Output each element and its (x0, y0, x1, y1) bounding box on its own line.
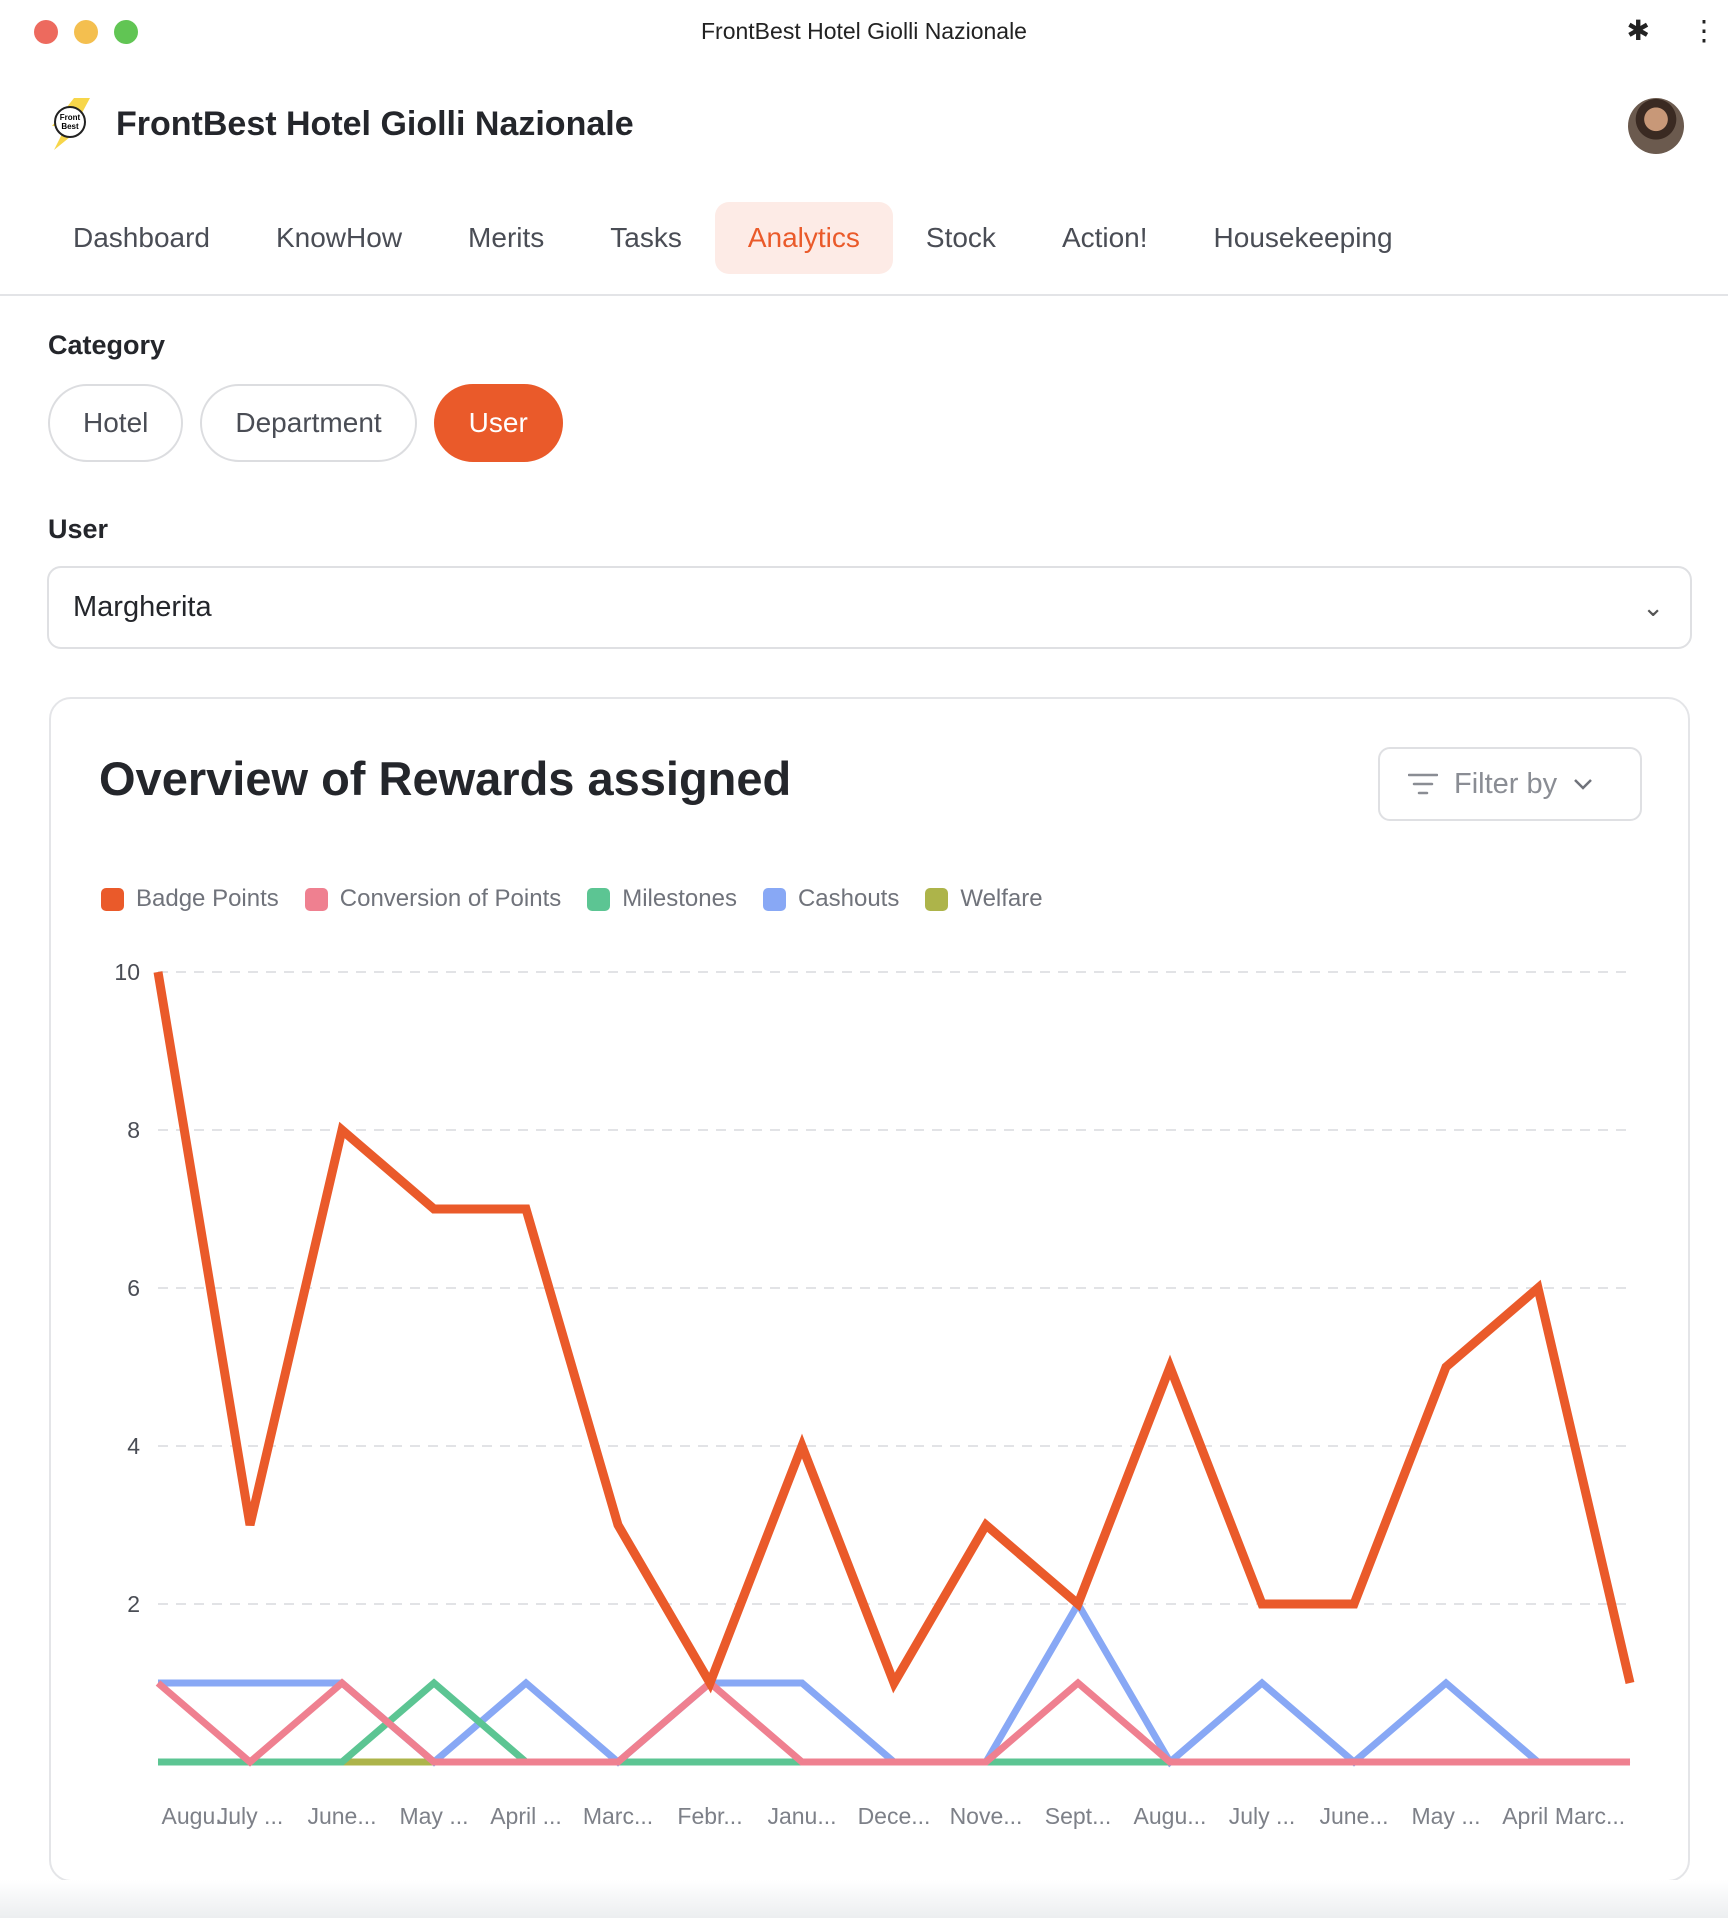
user-select[interactable]: Margherita ⌄ (47, 566, 1692, 649)
x-tick-label: July ... (217, 1803, 283, 1829)
category-user-button[interactable]: User (433, 384, 563, 462)
tab-analytics[interactable]: Analytics (714, 202, 893, 274)
y-tick-label: 4 (127, 1433, 140, 1459)
frontbest-logo: Front Best (46, 98, 94, 150)
app-title: FrontBest Hotel Giolli Nazionale (116, 104, 634, 143)
y-tick-label: 8 (127, 1117, 140, 1143)
x-tick-label: Janu... (767, 1803, 836, 1829)
filter-icon (1408, 773, 1438, 795)
legend-item[interactable]: Conversion of Points (304, 885, 562, 913)
tab-housekeeping[interactable]: Housekeeping (1213, 222, 1393, 253)
category-label: Category (48, 330, 166, 360)
user-label: User (48, 514, 109, 544)
filter-by-button[interactable]: Filter by (1378, 747, 1642, 821)
legend-swatch (925, 887, 949, 911)
x-tick-label: Augu... (1134, 1803, 1207, 1829)
legend-label: Cashouts (797, 885, 900, 912)
nav-divider (0, 294, 1728, 296)
x-tick-label: April ... (1502, 1803, 1574, 1829)
legend-swatch (101, 887, 124, 911)
maximize-window-button[interactable] (114, 20, 138, 44)
legend-item[interactable]: Cashouts (762, 885, 900, 913)
x-tick-label: May ... (1411, 1803, 1480, 1829)
legend-label: Milestones (622, 885, 737, 912)
y-tick-label: 6 (127, 1275, 140, 1301)
series-line-milestones (158, 1678, 1630, 1766)
x-tick-label: Febr... (677, 1803, 742, 1829)
y-tick-label: 10 (114, 959, 140, 985)
series-line-badge-points (153, 971, 1635, 1694)
legend-label: Welfare (960, 885, 1043, 912)
tab-merits[interactable]: Merits (468, 222, 545, 253)
svg-text:Front: Front (60, 113, 81, 122)
legend-item[interactable]: Welfare (925, 885, 1043, 913)
window-titlebar: FrontBest Hotel Giolli Nazionale ✱ ⋮ (0, 0, 1728, 62)
x-tick-label: Sept... (1045, 1803, 1111, 1829)
category-department-button[interactable]: Department (200, 384, 417, 462)
x-tick-label: April ... (490, 1803, 562, 1829)
tab-stock[interactable]: Stock (925, 222, 996, 253)
main-nav: Dashboard KnowHow Merits Tasks Analytics… (40, 202, 1426, 274)
bottom-edge (0, 1880, 1728, 1918)
category-hotel-button[interactable]: Hotel (48, 384, 184, 462)
x-tick-label: Marc... (1555, 1803, 1625, 1829)
x-tick-label: Dece... (858, 1803, 931, 1829)
window-title: FrontBest Hotel Giolli Nazionale (701, 17, 1027, 44)
user-select-value: Margherita (73, 591, 212, 623)
legend-item[interactable]: Badge Points (101, 885, 279, 913)
legend-item[interactable]: Milestones (587, 885, 737, 913)
legend-label: Conversion of Points (339, 885, 562, 912)
minimize-window-button[interactable] (74, 20, 98, 44)
tab-action[interactable]: Action! (1061, 222, 1148, 253)
chevron-down-icon (1574, 779, 1593, 790)
x-tick-label: Augu... (162, 1803, 235, 1829)
card-title: Overview of Rewards assigned (99, 752, 792, 805)
tab-tasks[interactable]: Tasks (610, 222, 682, 253)
x-tick-label: June... (307, 1803, 376, 1829)
x-tick-label: June... (1319, 1803, 1388, 1829)
x-tick-label: Marc... (583, 1803, 653, 1829)
more-vertical-icon[interactable]: ⋮ (1690, 15, 1718, 46)
x-tick-label: Nove... (950, 1803, 1023, 1829)
tab-dashboard[interactable]: Dashboard (73, 222, 210, 253)
legend-swatch (762, 887, 786, 911)
chevron-down-icon: ⌄ (1642, 592, 1664, 622)
legend-swatch (587, 887, 611, 911)
svg-text:Best: Best (61, 122, 79, 131)
category-selector: Hotel Department User (48, 384, 563, 462)
series-line-conversion-of-points (155, 1678, 1630, 1767)
chart-legend: Badge Points Conversion of Points Mileston… (101, 885, 1043, 913)
x-tick-label: May ... (399, 1803, 468, 1829)
puzzle-icon[interactable]: ✱ (1626, 15, 1650, 46)
y-tick-label: 2 (127, 1591, 140, 1617)
legend-swatch (304, 887, 328, 911)
filter-label: Filter by (1454, 767, 1558, 800)
app-header: Front Best FrontBest Hotel Giolli Naziona… (46, 98, 634, 150)
x-tick-label: July ... (1229, 1803, 1295, 1829)
close-window-button[interactable] (34, 20, 58, 44)
legend-label: Badge Points (136, 885, 279, 912)
tab-knowhow[interactable]: KnowHow (275, 222, 403, 253)
user-avatar[interactable] (1628, 98, 1684, 154)
